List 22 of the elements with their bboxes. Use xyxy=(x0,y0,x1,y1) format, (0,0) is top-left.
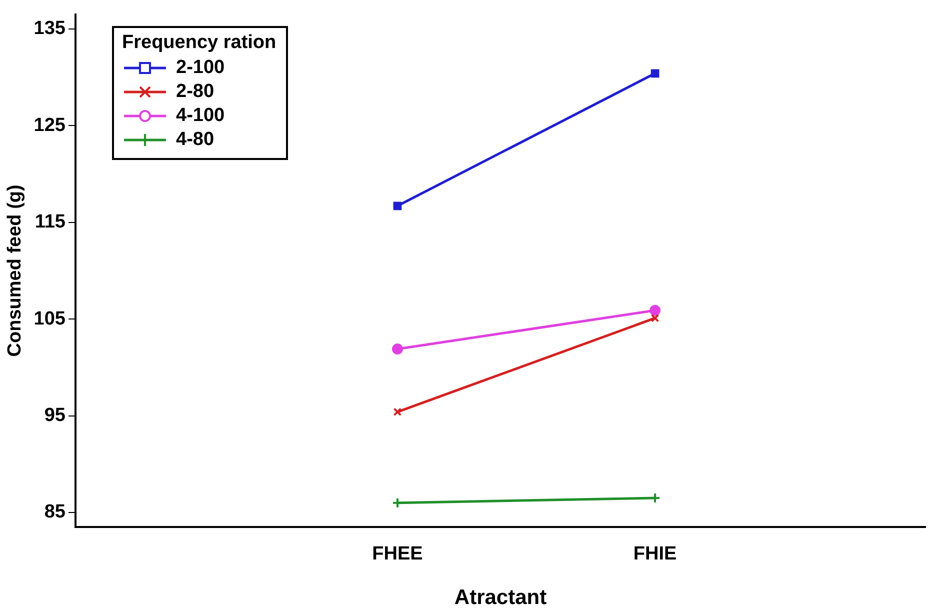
point xyxy=(650,304,661,316)
legend-label: 2-80 xyxy=(176,81,214,103)
point xyxy=(393,202,402,210)
x-tick-label: FHEE xyxy=(372,544,423,565)
legend-label: 4-100 xyxy=(176,105,225,127)
point xyxy=(650,314,660,322)
point xyxy=(393,408,402,416)
legend-title: Frequency ration xyxy=(122,32,276,54)
legend-label: 2-100 xyxy=(176,57,225,79)
point xyxy=(392,344,403,355)
legend-label: 4-80 xyxy=(176,129,214,151)
point xyxy=(392,497,403,508)
point xyxy=(650,69,660,78)
y-tick-label: 125 xyxy=(34,114,66,136)
x-axis-title: Atractant xyxy=(454,586,547,610)
y-tick-label: 85 xyxy=(44,502,66,523)
y-tick-label: 135 xyxy=(34,18,66,40)
y-tick-label: 95 xyxy=(44,405,66,426)
y-tick-label: 105 xyxy=(34,308,66,330)
y-tick-label: 115 xyxy=(34,212,66,233)
x-tick-label: FHIE xyxy=(633,544,677,565)
y-axis-title: Consumed feed (g) xyxy=(4,184,26,357)
